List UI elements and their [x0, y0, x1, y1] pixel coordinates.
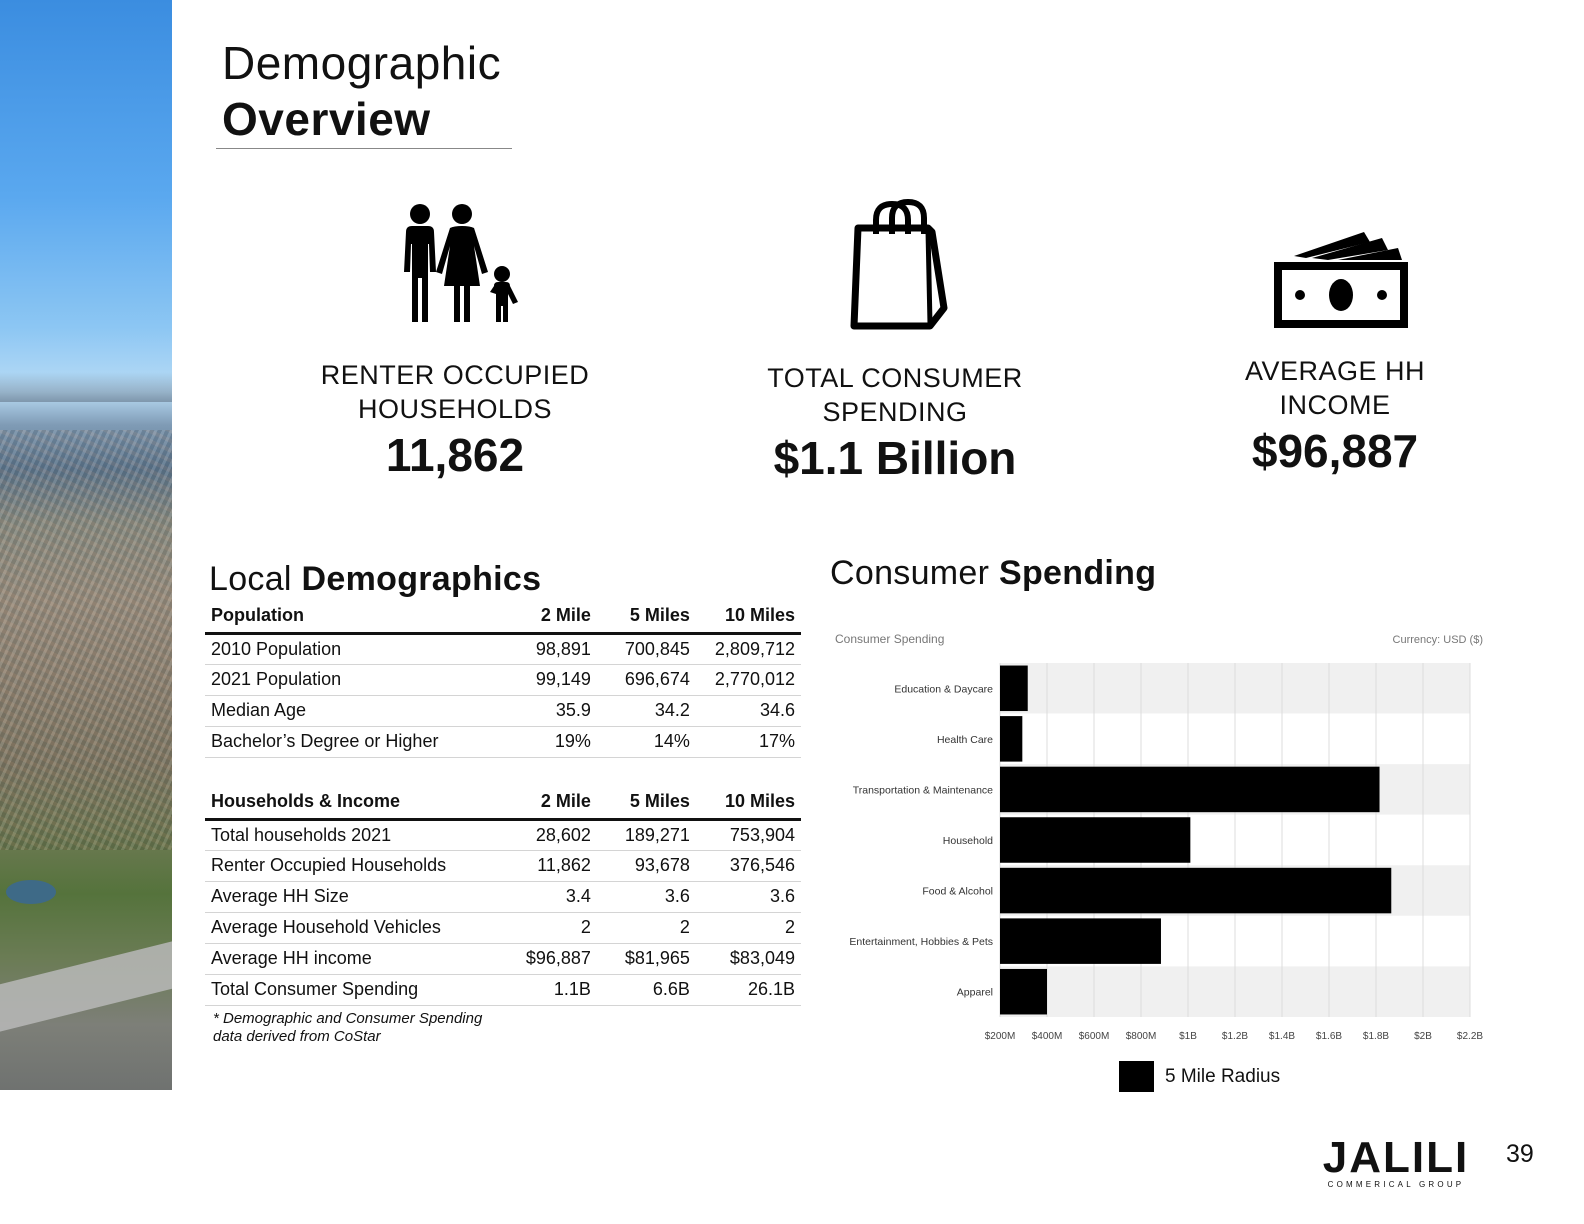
shopping-bag-icon: [850, 198, 948, 330]
stat-renter-households: RENTER OCCUPIED HOUSEHOLDS 11,862: [305, 358, 605, 482]
chart-currency-note: Currency: USD ($): [1393, 634, 1483, 646]
x-tick-label: $400M: [1032, 1031, 1063, 1042]
chart-bar: [1000, 716, 1023, 762]
company-logo: JALILI COMMERICAL GROUP: [1322, 1133, 1470, 1190]
chart-bar: [1000, 867, 1392, 914]
stat-consumer-spending: TOTAL CONSUMER SPENDING $1.1 Billion: [745, 361, 1045, 485]
stat-label: SPENDING: [822, 397, 968, 427]
table-header-row: Population 2 Mile 5 Miles 10 Miles: [205, 603, 801, 635]
population-table: Population 2 Mile 5 Miles 10 Miles 2010 …: [205, 603, 801, 758]
x-tick-label: $1.4B: [1269, 1031, 1295, 1042]
consumer-spending-title: Consumer Spending: [830, 554, 1157, 592]
stat-value: $1.1 Billion: [773, 432, 1017, 484]
chart-legend: 5 Mile Radius: [1119, 1061, 1280, 1092]
stat-value: 11,862: [385, 429, 525, 481]
stat-label: INCOME: [1279, 390, 1391, 420]
table-row: Total Consumer Spending 1.1B 6.6B 26.1B: [205, 974, 801, 1006]
table-row: Total households 2021 28,602 189,271 753…: [205, 819, 801, 851]
x-tick-label: $800M: [1126, 1031, 1157, 1042]
data-source-footnote: * Demographic and Consumer Spending data…: [213, 1010, 483, 1045]
chart-bar: [1000, 918, 1161, 964]
x-tick-label: $200M: [985, 1031, 1016, 1042]
page-title-light: Demographic: [222, 37, 502, 89]
y-category-label: Entertainment, Hobbies & Pets: [849, 936, 993, 948]
table-row: 2010 Population 98,891 700,845 2,809,712: [205, 633, 801, 665]
chart-bar: [1000, 817, 1191, 863]
x-tick-label: $2.2B: [1457, 1031, 1483, 1042]
x-tick-label: $2B: [1414, 1031, 1432, 1042]
y-category-label: Apparel: [957, 987, 993, 999]
legend-label: 5 Mile Radius: [1165, 1065, 1281, 1087]
legend-swatch: [1119, 1061, 1154, 1092]
table-row: 2021 Population 99,149 696,674 2,770,012: [205, 664, 801, 696]
x-tick-label: $1.6B: [1316, 1031, 1342, 1042]
chart-title: Consumer Spending: [835, 632, 944, 646]
y-category-label: Health Care: [937, 734, 993, 746]
page-number: 39: [1506, 1140, 1534, 1168]
family-icon: [404, 204, 518, 322]
table-header-row: Households & Income 2 Mile 5 Miles 10 Mi…: [205, 789, 801, 821]
table-row: Median Age 35.9 34.2 34.6: [205, 695, 801, 727]
table-row: Average HH income $96,887 $81,965 $83,04…: [205, 943, 801, 975]
x-tick-label: $600M: [1079, 1031, 1110, 1042]
page-title-bold: Overview: [222, 93, 431, 145]
aerial-photo: [0, 0, 172, 1090]
table-row: Renter Occupied Households 11,862 93,678…: [205, 850, 801, 882]
y-category-label: Education & Daycare: [894, 683, 993, 695]
consumer-spending-chart: Consumer Spending Currency: USD ($) $200M $…: [835, 632, 1483, 1042]
y-category-label: Transportation & Maintenance: [853, 784, 993, 796]
table-row: Average HH Size 3.4 3.6 3.6: [205, 881, 801, 913]
x-tick-label: $1.2B: [1222, 1031, 1248, 1042]
x-tick-label: $1.8B: [1363, 1031, 1389, 1042]
stat-value: $96,887: [1251, 425, 1419, 477]
y-category-label: Household: [943, 835, 993, 847]
chart-bar: [1000, 968, 1047, 1015]
stat-average-income: AVERAGE HH INCOME $96,887: [1185, 354, 1485, 478]
stat-label: HOUSEHOLDS: [357, 394, 553, 424]
x-tick-label: $1B: [1179, 1031, 1197, 1042]
table-row: Average Household Vehicles 2 2 2: [205, 912, 801, 944]
cash-icon: [1274, 232, 1408, 328]
title-divider: [216, 148, 512, 149]
chart-bar: [1000, 766, 1380, 813]
local-demographics-title: Local Demographics: [209, 560, 542, 598]
households-income-table: Households & Income 2 Mile 5 Miles 10 Mi…: [205, 789, 801, 1006]
stat-label: RENTER OCCUPIED: [320, 360, 590, 390]
stat-label: AVERAGE HH: [1244, 356, 1426, 386]
y-category-label: Food & Alcohol: [922, 886, 993, 898]
stat-label: TOTAL CONSUMER: [767, 363, 1023, 393]
table-row: Bachelor’s Degree or Higher 19% 14% 17%: [205, 726, 801, 758]
chart-bar: [1000, 665, 1028, 712]
